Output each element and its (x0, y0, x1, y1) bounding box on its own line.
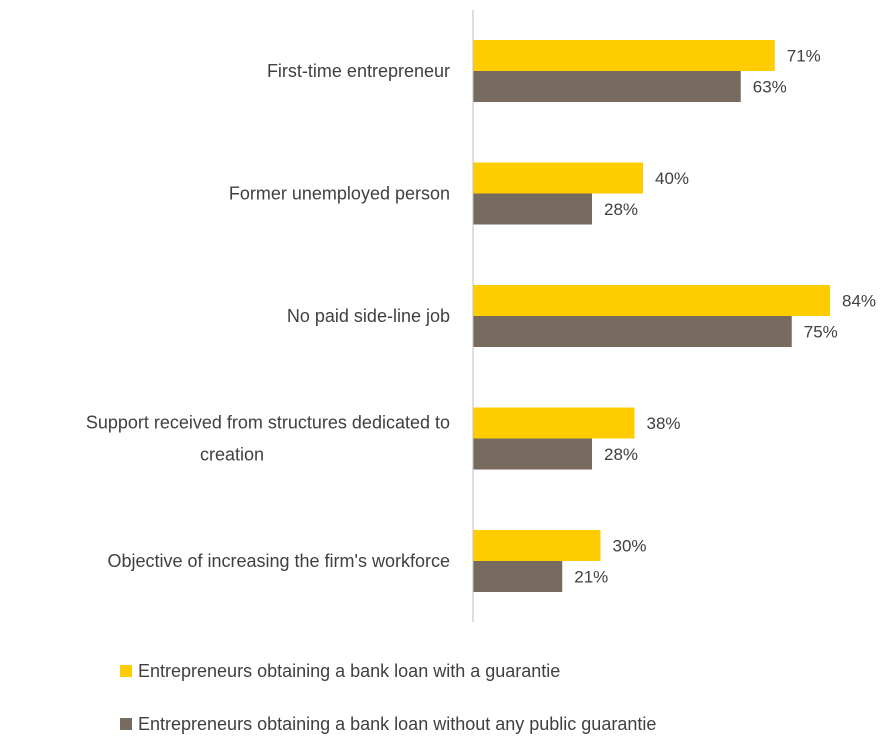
legend-swatch-0 (120, 665, 132, 677)
category-label-line: creation (200, 445, 264, 465)
category-label-line: Former unemployed person (229, 184, 450, 204)
legend-label-0: Entrepreneurs obtaining a bank loan with… (138, 661, 560, 681)
category-label-line: Support received from structures dedicat… (86, 413, 450, 433)
legend-swatch-1 (120, 718, 132, 730)
data-label-guarantee-0: 71% (787, 47, 821, 66)
category-label-line: Objective of increasing the firm's workf… (107, 551, 450, 571)
category-label-2: No paid side-line job (287, 306, 450, 326)
category-label-0: First-time entrepreneur (267, 61, 450, 81)
category-label-line: First-time entrepreneur (267, 61, 450, 81)
data-label-guarantee-3: 38% (647, 414, 681, 433)
category-label-1: Former unemployed person (229, 184, 450, 204)
data-label-no-guarantee-1: 28% (604, 200, 638, 219)
category-label-line: No paid side-line job (287, 306, 450, 326)
bar-no-guarantee-1 (473, 193, 592, 225)
data-label-no-guarantee-2: 75% (804, 323, 838, 342)
data-label-no-guarantee-4: 21% (574, 568, 608, 587)
data-label-guarantee-2: 84% (842, 292, 876, 311)
bar-no-guarantee-0 (473, 71, 741, 102)
data-label-no-guarantee-3: 28% (604, 445, 638, 464)
bar-guarantee-0 (473, 40, 775, 71)
data-label-guarantee-1: 40% (655, 169, 689, 188)
bar-no-guarantee-3 (473, 438, 592, 470)
bar-guarantee-3 (473, 407, 635, 439)
data-label-guarantee-4: 30% (613, 537, 647, 556)
bar-guarantee-1 (473, 162, 643, 194)
bar-no-guarantee-2 (473, 316, 792, 347)
category-label-4: Objective of increasing the firm's workf… (107, 551, 450, 571)
category-label-3: Support received from structures dedicat… (86, 413, 450, 465)
legend-label-1: Entrepreneurs obtaining a bank loan with… (138, 714, 656, 734)
bar-no-guarantee-4 (473, 561, 563, 592)
data-label-no-guarantee-0: 63% (753, 78, 787, 97)
bar-guarantee-4 (473, 530, 601, 561)
bar-guarantee-2 (473, 285, 830, 316)
